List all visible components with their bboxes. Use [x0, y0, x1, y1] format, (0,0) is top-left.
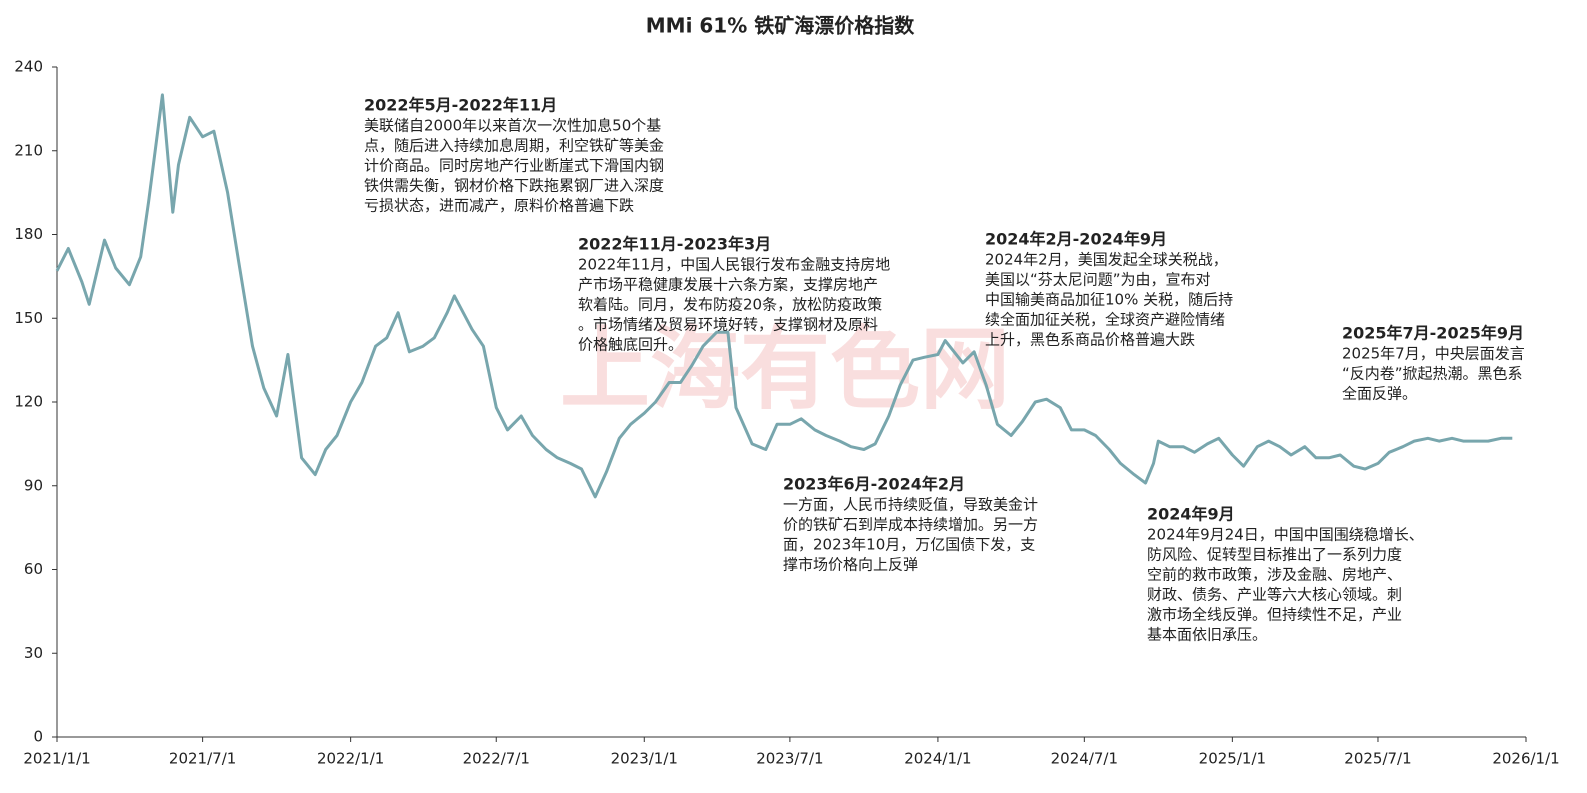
annotation-text: 2024年9月24日，中国中国围绕稳增长、 — [1147, 526, 1424, 544]
annotation-title: 2025年7月-2025年9月 — [1342, 324, 1524, 343]
x-tick-label: 2023/1/1 — [611, 750, 678, 768]
annotation-title: 2022年5月-2022年11月 — [364, 96, 557, 115]
annotation-title: 2023年6月-2024年2月 — [783, 475, 965, 494]
annotation-text: 点，随后进入持续加息周期，利空铁矿等美金 — [364, 137, 664, 155]
annotation-title: 2022年11月-2023年3月 — [578, 235, 771, 254]
watermark: 上海有色网 — [560, 317, 1010, 422]
y-tick-label: 210 — [14, 141, 43, 159]
x-tick-label: 2022/7/1 — [463, 750, 530, 768]
annotation-title: 2024年9月 — [1147, 505, 1235, 524]
y-tick-label: 120 — [14, 393, 43, 411]
x-tick-label: 2023/7/1 — [756, 750, 823, 768]
annotation-text: 撑市场价格向上反弹 — [783, 556, 918, 574]
annotation-text: 财政、债务、产业等六大核心领域。刺 — [1147, 586, 1402, 604]
y-tick-label: 0 — [33, 728, 43, 746]
annotation-title: 2024年2月-2024年9月 — [985, 230, 1167, 249]
annotation-text: 软着陆。同月，发布防疫20条，放松防疫政策 — [578, 296, 882, 314]
annotation-text: 美国以“芬太尼问题”为由，宣布对 — [985, 271, 1211, 289]
annotation-text: 。市场情绪及贸易环境好转，支撑钢材及原料 — [578, 316, 878, 334]
annotation-text: 基本面依旧承压。 — [1147, 626, 1267, 644]
annotation-text: 激市场全线反弹。但持续性不足，产业 — [1147, 606, 1402, 624]
y-tick-label: 150 — [14, 309, 43, 327]
annotation-text: 空前的救市政策，涉及金融、房地产、 — [1147, 566, 1402, 584]
x-tick-label: 2025/7/1 — [1344, 750, 1411, 768]
annotation-text: 上升，黑色系商品价格普遍大跌 — [985, 331, 1195, 349]
annotation-text: 产市场平稳健康发展十六条方案，支撑房地产 — [578, 276, 878, 294]
annotation-text: “反内卷”掀起热潮。黑色系 — [1342, 365, 1523, 383]
annotation-text: 2022年11月，中国人民银行发布金融支持房地 — [578, 256, 890, 274]
price-line — [55, 93, 1513, 499]
annotation-text: 防风险、促转型目标推出了一系列力度 — [1147, 546, 1402, 564]
x-tick-label: 2022/1/1 — [317, 750, 384, 768]
x-tick-label: 2026/1/1 — [1492, 750, 1559, 768]
y-tick-label: 240 — [14, 58, 43, 76]
y-tick-label: 90 — [24, 476, 43, 494]
annotation-text: 一方面，人民币持续贬值，导致美金计 — [783, 496, 1038, 514]
annotation-text: 2025年7月，中央层面发言 — [1342, 345, 1525, 363]
annotation-text: 美联储自2000年以来首次一次性加息50个基 — [364, 117, 661, 135]
x-tick-label: 2021/1/1 — [23, 750, 90, 768]
chart-title: MMi 61% 铁矿海漂价格指数 — [646, 14, 915, 38]
x-tick-label: 2021/7/1 — [169, 750, 236, 768]
annotation-text: 铁供需失衡，钢材价格下跌拖累钢厂进入深度 — [364, 177, 664, 195]
annotation-text: 全面反弹。 — [1342, 385, 1417, 403]
annotation-text: 中国输美商品加征10% 关税，随后持 — [985, 291, 1233, 309]
y-tick-label: 60 — [24, 560, 43, 578]
x-tick-label: 2024/7/1 — [1051, 750, 1118, 768]
annotation-text: 亏损状态，进而减产，原料价格普遍下跌 — [364, 197, 634, 215]
x-tick-label: 2025/1/1 — [1199, 750, 1266, 768]
annotation-text: 价的铁矿石到岸成本持续增加。另一方 — [783, 516, 1038, 534]
x-tick-label: 2024/1/1 — [904, 750, 971, 768]
annotation-text: 面，2023年10月，万亿国债下发，支 — [783, 536, 1035, 554]
annotation-text: 续全面加征关税，全球资产避险情绪 — [985, 311, 1225, 329]
y-tick-label: 30 — [24, 644, 43, 662]
annotation-text: 计价商品。同时房地产行业断崖式下滑国内钢 — [364, 157, 664, 175]
annotation-text: 2024年2月，美国发起全球关税战， — [985, 251, 1228, 269]
annotation-text: 价格触底回升。 — [578, 336, 683, 354]
y-tick-label: 180 — [14, 225, 43, 243]
